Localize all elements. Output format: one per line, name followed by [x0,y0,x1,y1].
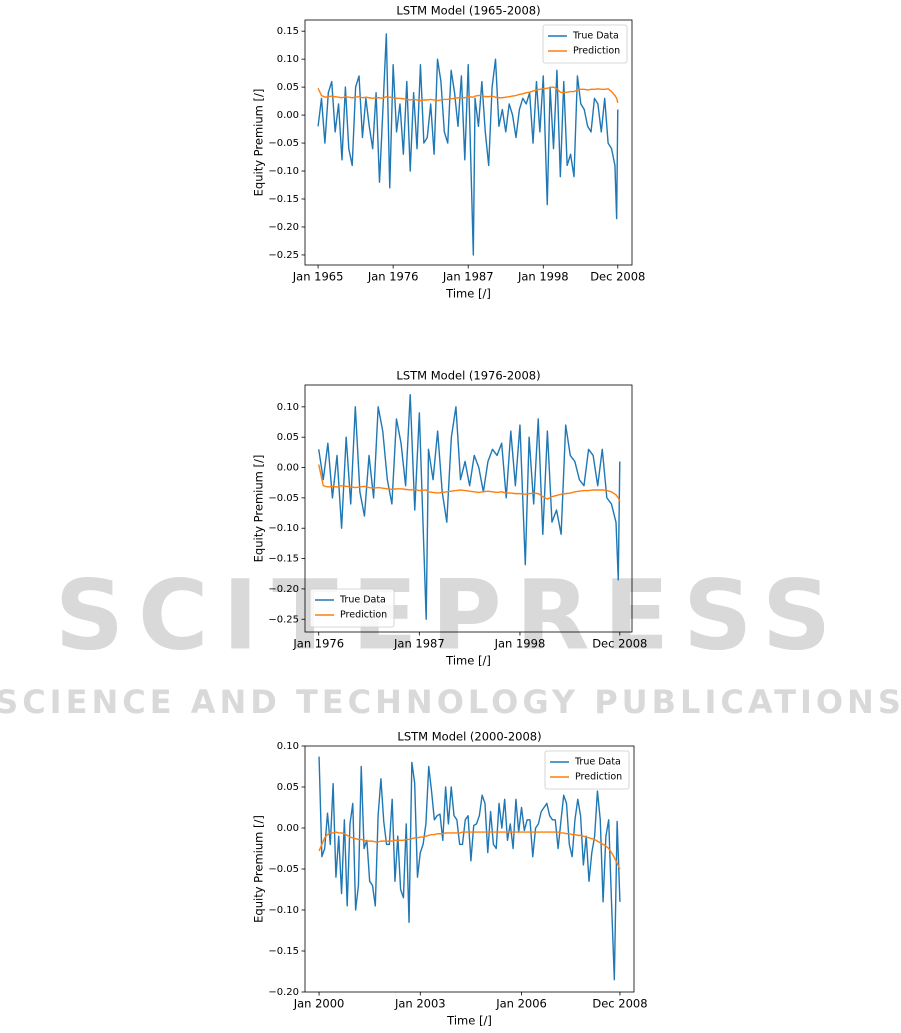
y-tick-label: 0.10 [277,54,299,65]
y-tick-label: −0.15 [268,554,299,565]
y-tick-label: −0.20 [268,584,299,595]
x-tick-label: Jan 2000 [293,997,345,1011]
y-tick-label: −0.25 [268,614,299,625]
chart-title: LSTM Model (1976-2008) [396,369,540,383]
y-tick-label: 0.10 [277,402,299,413]
legend-box [544,750,630,790]
data-line [317,33,619,256]
y-tick-label: 0.00 [277,110,299,121]
data-line [318,394,621,620]
plot-frame [304,19,633,266]
y-tick-label: −0.15 [268,194,299,205]
x-axis-label: Time [/] [445,654,491,668]
x-tick-label: Jan 1965 [292,270,344,284]
y-tick-label: −0.10 [268,166,299,177]
x-tick-label: Jan 2006 [495,997,547,1011]
legend-box [542,24,628,64]
x-tick-label: Jan 1987 [393,637,445,651]
y-tick-label: −0.05 [268,493,299,504]
y-tick-label: −0.10 [268,523,299,534]
x-axis-label: Time [/] [445,287,491,301]
y-tick-label: 0.00 [277,463,299,474]
x-tick-label: Jan 1987 [442,270,494,284]
plot-frame [304,384,633,633]
x-tick-label: Dec 2008 [592,997,647,1011]
legend-label: True Data [339,595,386,606]
y-tick-label: 0.15 [277,26,299,37]
y-tick-label: −0.20 [268,987,299,998]
x-tick-label: Jan 1998 [517,270,569,284]
y-axis-label: Equity Premium [/] [252,815,266,923]
x-tick-label: Dec 2008 [590,270,645,284]
y-axis-label: Equity Premium [/] [252,89,266,197]
x-tick-label: Jan 1976 [367,270,419,284]
x-tick-label: Jan 1998 [494,637,546,651]
y-tick-label: 0.00 [277,823,299,834]
y-axis-label: Equity Premium [/] [252,455,266,563]
legend-label: Prediction [573,46,620,57]
legend-box [309,588,395,628]
data-line [318,464,621,502]
x-tick-label: Jan 2003 [394,997,446,1011]
watermark-title: SCITEPRESS [55,559,845,671]
legend-label: True Data [574,757,621,768]
y-tick-label: 0.05 [277,432,299,443]
y-tick-label: −0.05 [268,138,299,149]
y-tick-label: 0.05 [277,782,299,793]
chart-title: LSTM Model (2000-2008) [397,730,541,744]
y-tick-label: −0.05 [268,864,299,875]
y-tick-label: −0.25 [268,250,299,261]
chart: LSTM Model (2000-2008) Time [/] Equity Pre… [252,730,648,1028]
chart-title: LSTM Model (1965-2008) [396,4,540,18]
legend-label: True Data [572,31,619,42]
y-tick-label: −0.15 [268,946,299,957]
legend-label: Prediction [340,610,387,621]
data-line [318,831,621,870]
data-line [317,86,619,103]
x-axis-label: Time [/] [446,1014,492,1028]
y-tick-label: −0.10 [268,905,299,916]
plot-frame [304,745,635,993]
x-tick-label: Jan 1976 [292,637,344,651]
legend-label: Prediction [575,772,622,783]
x-tick-label: Dec 2008 [592,637,647,651]
chart: LSTM Model (1976-2008) Time [/] Equity Pre… [252,369,648,668]
y-tick-label: 0.10 [277,741,299,752]
data-line [318,756,621,981]
watermark-subtitle: SCIENCE AND TECHNOLOGY PUBLICATIONS [0,683,901,721]
y-tick-label: 0.05 [277,82,299,93]
y-tick-label: −0.20 [268,222,299,233]
chart: LSTM Model (1965-2008) Time [/] Equity Pre… [252,4,646,301]
